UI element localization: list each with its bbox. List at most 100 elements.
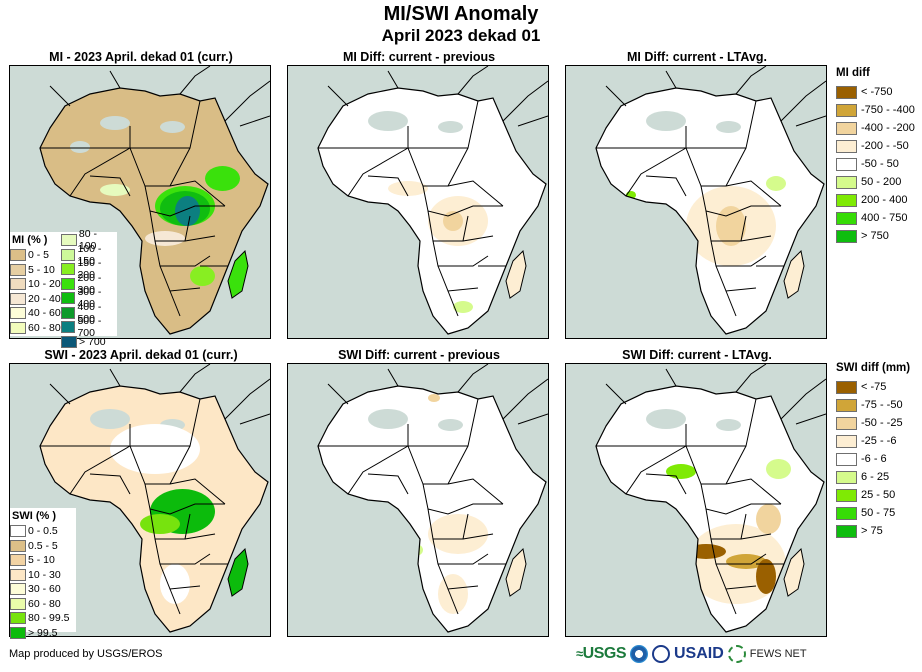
- data-region: [756, 559, 776, 594]
- legend-swatch: [10, 626, 26, 639]
- legend-label: -25 - -6: [861, 435, 897, 447]
- data-region: [100, 184, 130, 196]
- coastline: [595, 87, 825, 335]
- legend-title: MI (% ): [12, 234, 48, 246]
- legend-label: 20 - 40: [28, 292, 61, 305]
- legend-item: -50 - 50: [836, 155, 915, 173]
- legend-swatch: [10, 583, 26, 596]
- legend-swatch: [61, 321, 76, 334]
- legend-swatch: [61, 335, 77, 348]
- country-border: [154, 240, 211, 267]
- legend-label: 60 - 80: [28, 321, 61, 334]
- legend-swatch: [836, 416, 857, 430]
- map-mi-diff-ltavg: [565, 65, 827, 339]
- data-region: [666, 464, 696, 479]
- legend-swi-percent: SWI (% ) 0 - 0.5 0.5 - 5 5 - 10 10 - 30 30 -…: [10, 508, 76, 639]
- data-region: [716, 206, 746, 246]
- legend-item: 0 - 5: [10, 248, 62, 263]
- country-border: [169, 290, 181, 317]
- legend-title: SWI diff (mm): [836, 362, 911, 374]
- data-region: [438, 419, 463, 431]
- madagascar: [783, 547, 805, 597]
- africa-map: [317, 364, 548, 633]
- country-border: [462, 235, 494, 242]
- legend-swatch: [10, 292, 26, 305]
- legend-swatch: [10, 597, 26, 610]
- country-border: [184, 533, 216, 540]
- legend-label: 80 - 100: [78, 228, 97, 253]
- coastline: [317, 385, 547, 633]
- legend-label: 0 - 5: [28, 249, 50, 262]
- legend-swatch: [836, 229, 857, 243]
- map-swi-diff-previous: [287, 363, 549, 637]
- country-border: [625, 445, 687, 495]
- legend-swatch: [61, 277, 76, 290]
- legend-item: < -75: [836, 378, 910, 396]
- legend-swi-diff: SWI diff (mm) < -75 -75 - -50 -50 - -25 -25…: [836, 362, 910, 540]
- legend-swatch: [836, 488, 857, 502]
- data-region: [756, 504, 781, 534]
- data-region: [175, 196, 200, 226]
- africa-map: [317, 66, 548, 335]
- panel-title-swi-current: SWI - 2023 April. dekad 01 (curr.): [44, 348, 238, 362]
- legend-label: 400 - 500: [77, 300, 102, 325]
- legend-item: 50 - 75: [836, 504, 910, 522]
- africa-map: [39, 364, 270, 633]
- legend-swatch: [836, 506, 857, 520]
- neighbor-borders: [605, 66, 826, 127]
- data-region: [160, 564, 190, 604]
- data-region: [145, 231, 185, 246]
- legend-label: 0 - 0.5: [28, 525, 58, 538]
- legend-label: 400 - 750: [861, 212, 908, 224]
- legend-swatch: [10, 554, 26, 567]
- coastline: [595, 385, 825, 633]
- legend-swatch: [836, 139, 857, 153]
- country-border: [645, 473, 687, 495]
- country-border: [347, 445, 409, 495]
- legend-item: > 700: [61, 335, 117, 350]
- legend-label: 200 - 300: [77, 271, 102, 296]
- country-border: [422, 185, 503, 217]
- data-region: [646, 111, 686, 131]
- data-region: [766, 176, 786, 191]
- legend-swatch: [10, 525, 26, 538]
- country-border: [144, 483, 225, 515]
- country-border: [169, 445, 191, 485]
- country-border: [69, 445, 131, 495]
- legend-label: 25 - 50: [861, 489, 896, 501]
- legend-swatch: [836, 157, 857, 171]
- data-region: [646, 409, 686, 429]
- country-border: [149, 210, 191, 242]
- data-region: [716, 419, 741, 431]
- legend-item: 400 - 750: [836, 209, 915, 227]
- madagascar: [227, 249, 249, 299]
- panel-title-swi-diff-ltavg: SWI Diff: current - LTAvg.: [622, 348, 772, 362]
- country-border: [725, 290, 737, 317]
- legend-swatch: [836, 175, 857, 189]
- fews-net-logo: FEWS NET: [749, 648, 807, 660]
- country-border: [725, 180, 782, 207]
- legend-swatch: [61, 306, 76, 319]
- coastline: [39, 87, 269, 335]
- country-border: [347, 147, 409, 197]
- subtitle: April 2023 dekad 01: [381, 26, 541, 45]
- legend-item: -6 - 6: [836, 450, 910, 468]
- legend-title: MI diff: [836, 67, 870, 79]
- panel-title-swi-diff-previous: SWI Diff: current - previous: [338, 348, 500, 362]
- legend-item: 5 - 10: [10, 553, 76, 568]
- country-border: [184, 235, 216, 242]
- legend-item: < -750: [836, 83, 915, 101]
- coastline: [317, 87, 547, 335]
- logo-strip: ≈USGS USAID FEWS NET: [576, 641, 807, 667]
- neighbor-borders: [605, 364, 826, 425]
- fews-globe-icon: [727, 645, 746, 663]
- legend-swatch: [10, 263, 26, 276]
- legend-label: -750 - -400: [861, 104, 915, 116]
- legend-label: < -750: [861, 86, 893, 98]
- data-region: [726, 554, 766, 569]
- legend-label: 5 - 10: [28, 263, 55, 276]
- panel-title-mi-current: MI - 2023 April. dekad 01 (curr.): [49, 50, 233, 64]
- country-border: [705, 508, 747, 540]
- legend-label: -75 - -50: [861, 399, 903, 411]
- legend-label: 300 - 400: [77, 286, 102, 311]
